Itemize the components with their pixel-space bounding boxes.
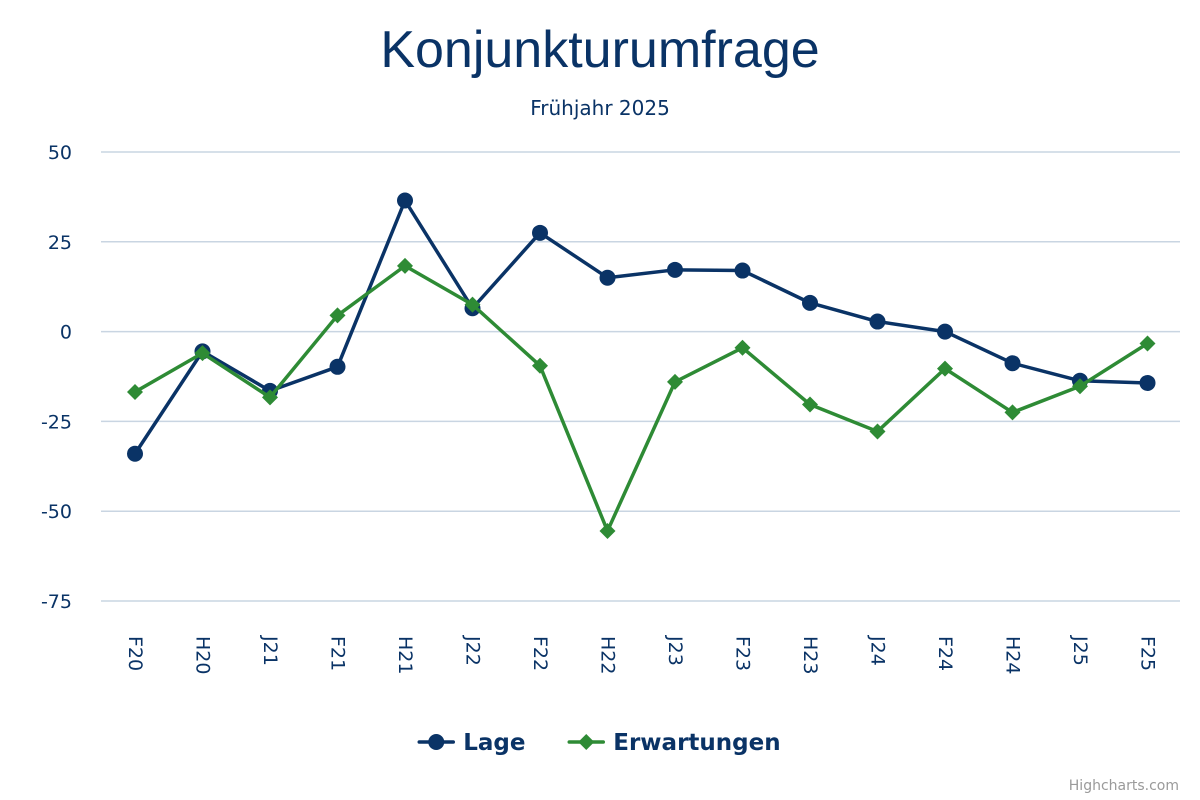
y-tick-label: -25 <box>41 411 72 433</box>
x-tick-label: F22 <box>529 636 551 671</box>
data-point-erwartungen[interactable] <box>1139 335 1156 352</box>
data-point-lage[interactable] <box>667 261 683 278</box>
legend-marker-circle-icon <box>428 734 445 750</box>
data-point-erwartungen[interactable] <box>127 383 143 400</box>
data-point-lage[interactable] <box>869 313 886 330</box>
x-tick-label: J24 <box>867 635 889 666</box>
data-point-lage[interactable] <box>127 445 143 462</box>
x-tick-label: H21 <box>394 636 416 674</box>
data-point-lage[interactable] <box>1139 374 1156 391</box>
data-point-erwartungen[interactable] <box>194 345 211 362</box>
data-point-lage[interactable] <box>1004 355 1021 372</box>
y-tick-label: 50 <box>48 142 72 164</box>
x-tick-label: J23 <box>664 635 686 666</box>
chart-title: Konjunkturumfrage <box>380 21 819 79</box>
data-point-erwartungen[interactable] <box>869 423 886 440</box>
data-point-lage[interactable] <box>329 358 346 375</box>
x-tick-label: F25 <box>1137 636 1159 671</box>
legend-marker-diamond-icon <box>578 734 595 750</box>
x-tick-label: F23 <box>732 636 754 671</box>
data-point-lage[interactable] <box>937 323 953 340</box>
series-lage <box>127 192 1156 462</box>
x-tick-label: J25 <box>1069 635 1091 666</box>
data-point-erwartungen[interactable] <box>937 360 953 377</box>
credits-link[interactable]: Highcharts.com <box>1069 778 1179 794</box>
x-tick-label: H23 <box>799 636 821 674</box>
x-axis: F20 H20 J21 F21 H21 J22 F22 H22 J23 F23 H23 J24 F24 H… <box>124 635 1159 674</box>
x-tick-label: H22 <box>597 636 619 674</box>
series-line-erwartungen <box>133 264 1150 533</box>
data-point-erwartungen[interactable] <box>802 396 818 413</box>
y-tick-label: -50 <box>41 501 72 523</box>
x-tick-label: H24 <box>1002 636 1024 674</box>
legend-item-erwartungen[interactable]: Erwartungen <box>567 730 781 756</box>
data-point-lage[interactable] <box>397 192 413 209</box>
data-point-erwartungen[interactable] <box>532 357 548 374</box>
legend-label-lage: Lage <box>463 730 525 756</box>
data-point-erwartungen[interactable] <box>1072 378 1088 395</box>
data-point-erwartungen[interactable] <box>262 389 278 406</box>
y-tick-label: 0 <box>60 322 72 344</box>
data-point-erwartungen[interactable] <box>599 522 616 539</box>
y-tick-label: 25 <box>48 232 72 254</box>
x-tick-label: J22 <box>462 635 484 666</box>
data-point-erwartungen[interactable] <box>667 373 683 390</box>
series-erwartungen <box>127 257 1156 539</box>
grid <box>101 151 1180 602</box>
x-tick-label: J21 <box>259 635 281 666</box>
chart-subtitle: Frühjahr 2025 <box>530 96 670 120</box>
y-axis: 50 25 0 -25 -50 -75 <box>41 142 72 613</box>
data-point-lage[interactable] <box>599 269 616 286</box>
legend-item-lage[interactable]: Lage <box>417 730 526 756</box>
x-tick-label: H20 <box>192 636 214 674</box>
data-point-lage[interactable] <box>532 224 548 241</box>
series-area <box>127 192 1156 539</box>
data-point-erwartungen[interactable] <box>464 296 481 313</box>
x-tick-label: F24 <box>934 636 956 671</box>
data-point-lage[interactable] <box>734 262 751 279</box>
legend[interactable]: Lage Erwartungen <box>417 730 781 756</box>
series-line-lage <box>133 198 1150 456</box>
data-point-erwartungen[interactable] <box>1004 404 1021 421</box>
data-point-erwartungen[interactable] <box>397 257 413 274</box>
x-tick-label: F20 <box>124 636 146 671</box>
data-point-lage[interactable] <box>802 294 818 311</box>
data-point-erwartungen[interactable] <box>734 339 751 356</box>
x-tick-label: F21 <box>327 636 349 671</box>
y-tick-label: -75 <box>41 591 72 613</box>
data-point-erwartungen[interactable] <box>329 307 346 324</box>
legend-label-erwartungen: Erwartungen <box>613 730 780 756</box>
